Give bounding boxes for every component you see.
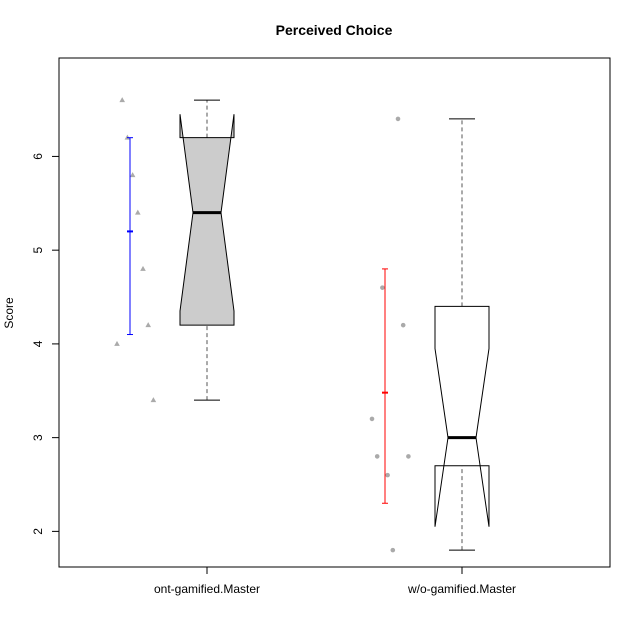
x-axis: ont-gamified.Master w/o-gamified.Master — [154, 566, 516, 596]
data-point — [385, 472, 390, 478]
data-point — [390, 547, 396, 553]
y-tick-label: 6 — [31, 153, 45, 160]
data-point — [129, 172, 136, 178]
data-point — [406, 454, 411, 459]
data-point — [150, 397, 157, 403]
y-tick-label: 4 — [31, 340, 45, 347]
data-point — [380, 285, 385, 290]
notched-box — [434, 305, 490, 527]
plot-frame — [58, 57, 611, 568]
data-point — [400, 322, 406, 328]
y-axis-label: Score — [2, 297, 16, 329]
data-point — [374, 454, 380, 459]
plot-marks — [114, 97, 490, 553]
chart-title: Perceived Choice — [276, 22, 393, 38]
data-point — [140, 265, 146, 271]
data-point — [145, 322, 151, 328]
data-point — [135, 209, 141, 215]
data-point — [119, 97, 125, 103]
data-point — [114, 340, 120, 346]
notched-box — [179, 114, 235, 326]
data-point — [369, 416, 375, 422]
y-tick-label: 3 — [31, 434, 45, 441]
x-tick-label: w/o-gamified.Master — [407, 582, 516, 596]
data-point — [395, 116, 401, 122]
y-axis: 2 3 4 5 6 — [31, 153, 60, 535]
x-tick-label: ont-gamified.Master — [154, 582, 260, 596]
y-tick-label: 2 — [31, 528, 45, 535]
y-tick-label: 5 — [31, 247, 45, 254]
